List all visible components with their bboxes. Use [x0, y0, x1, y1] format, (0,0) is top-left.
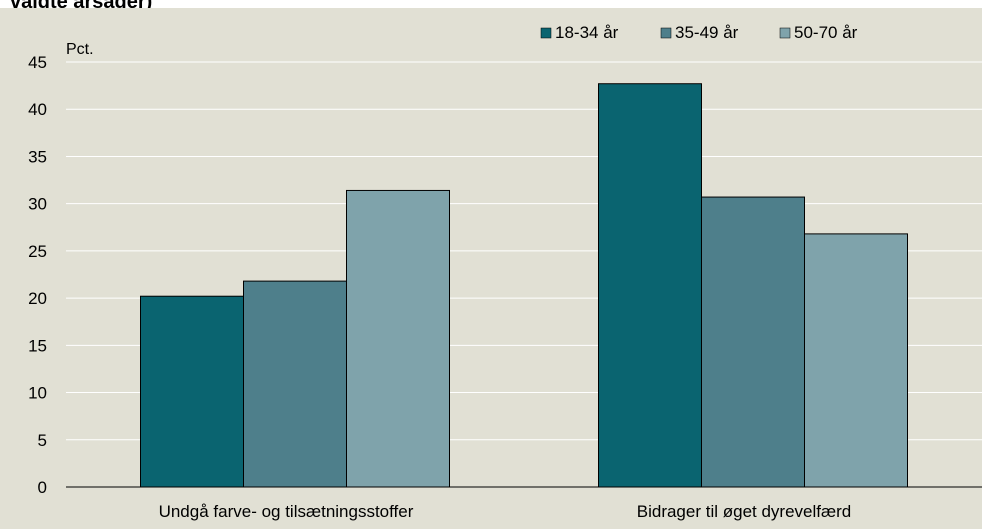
x-category-label: Undgå farve- og tilsætningsstoffer [159, 502, 414, 521]
y-tick-label: 35 [28, 147, 47, 166]
bars [140, 83, 908, 488]
bar [804, 233, 908, 488]
y-tick-label: 30 [28, 195, 47, 214]
y-axis-label: Pct. [66, 41, 94, 58]
bar [598, 83, 702, 488]
y-tick-label: 45 [28, 53, 47, 72]
legend-label: 35-49 år [675, 23, 739, 42]
y-axis-ticks: 0 5 10 15 20 25 30 35 40 45 [28, 53, 47, 497]
bar [243, 280, 347, 488]
legend: 18-34 år 35-49 år 50-70 år [540, 23, 858, 42]
y-tick-label: 5 [38, 431, 47, 450]
x-axis-labels: Undgå farve- og tilsætningsstoffer Bidrag… [159, 502, 852, 521]
bar [346, 189, 450, 488]
y-tick-label: 0 [38, 478, 47, 497]
y-tick-label: 10 [28, 384, 47, 403]
y-tick-label: 15 [28, 336, 47, 355]
y-tick-label: 25 [28, 242, 47, 261]
chart-panel: 0 5 10 15 20 25 30 35 40 45 Pct. Undgå farve- og … [0, 8, 982, 529]
legend-swatch [779, 27, 791, 39]
bar-chart: 0 5 10 15 20 25 30 35 40 45 Pct. Undgå farve- og … [28, 23, 982, 521]
x-category-label: Bidrager til øget dyrevelfærd [637, 502, 851, 521]
y-tick-label: 40 [28, 100, 47, 119]
y-tick-label: 20 [28, 289, 47, 308]
legend-label: 50-70 år [794, 23, 858, 42]
bar [701, 196, 805, 488]
legend-swatch [540, 27, 552, 39]
legend-label: 18-34 år [555, 23, 619, 42]
bar [140, 295, 244, 488]
legend-swatch [660, 27, 672, 39]
